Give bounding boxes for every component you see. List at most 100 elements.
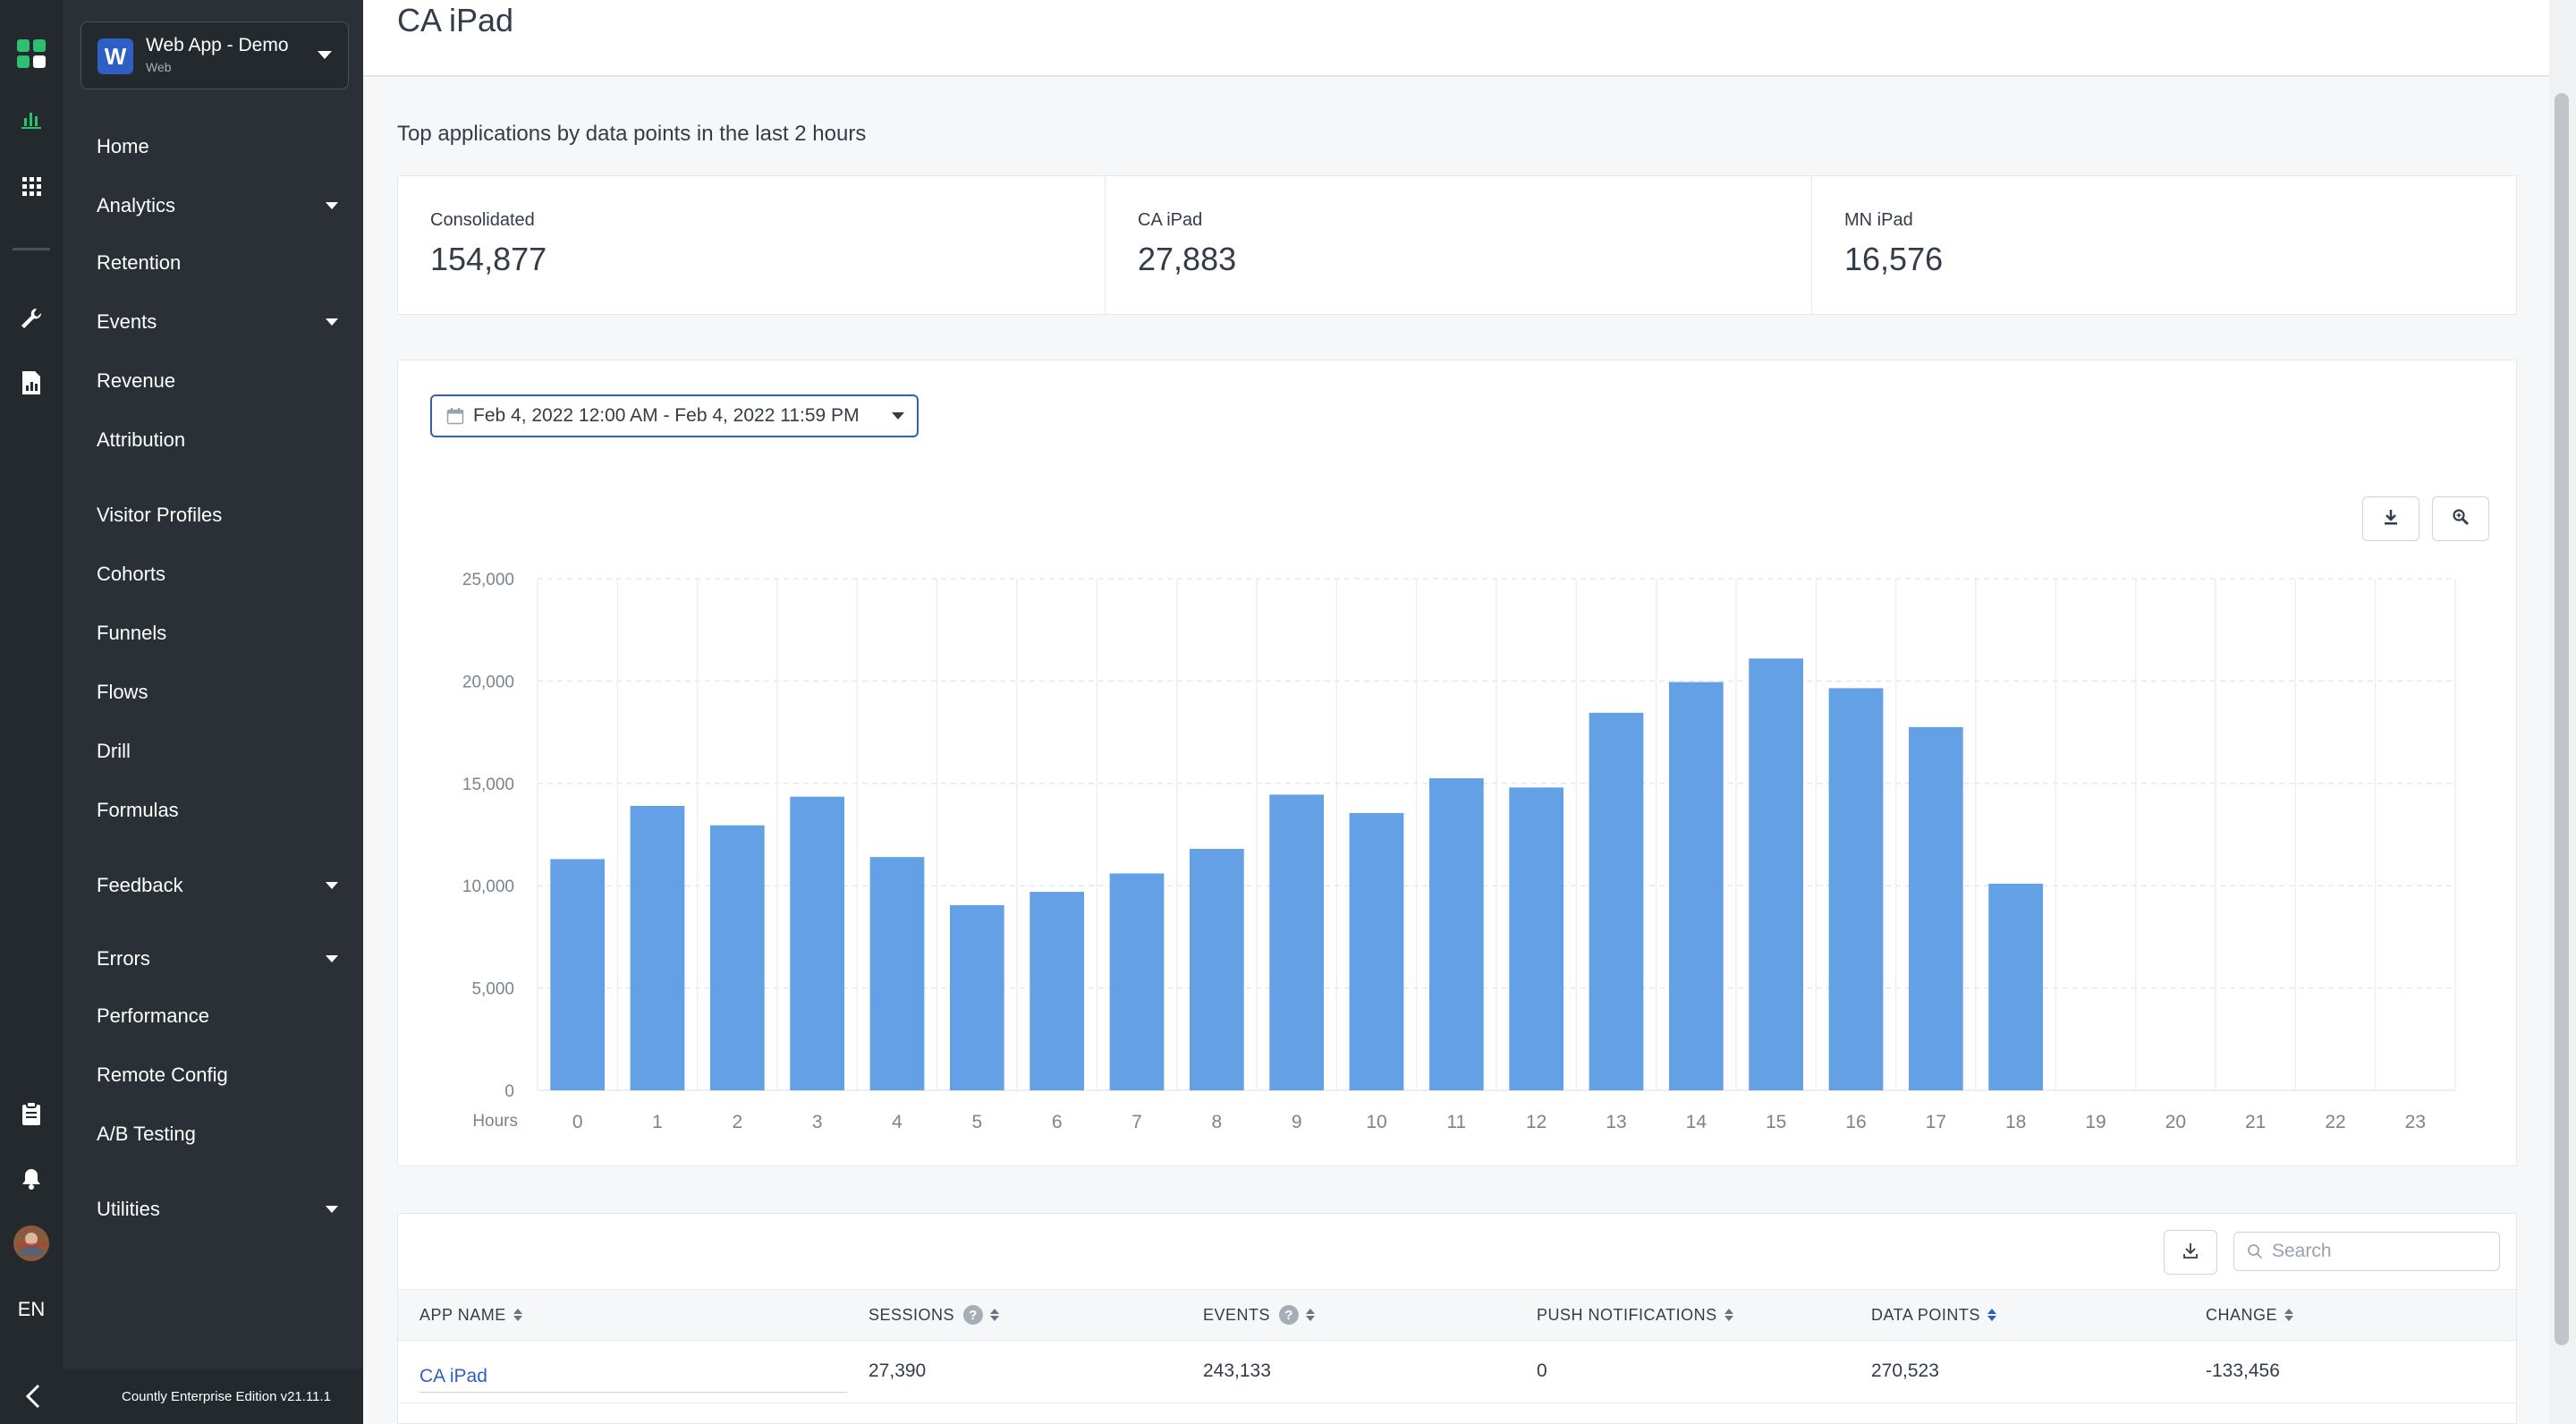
sort-icon [2284, 1309, 2294, 1321]
sidebar-item-attribution[interactable]: Attribution [97, 420, 347, 461]
apps-grid-icon[interactable] [13, 168, 49, 204]
bar [949, 904, 1004, 1090]
bar [630, 805, 685, 1090]
table-export-button[interactable] [2164, 1230, 2217, 1275]
sidebar-item-analytics[interactable]: Analytics [97, 185, 347, 226]
sidebar-item-events[interactable]: Events [97, 301, 347, 343]
sidebar-item-formulas[interactable]: Formulas [97, 790, 347, 831]
table-header: APP NAME SESSIONS ? EVENTS ? PUSH NOTIFI… [398, 1289, 2516, 1341]
bar [1030, 892, 1085, 1090]
sidebar-item-remote-config[interactable]: Remote Config [97, 1055, 347, 1096]
sidebar-item-errors[interactable]: Errors [97, 938, 347, 979]
chart-zoom-button[interactable] [2432, 496, 2489, 541]
table-row[interactable]: CA iPad 27,390 243,133 0 270,523 -133,45… [398, 1340, 2516, 1403]
sidebar-item-label: Formulas [97, 799, 179, 821]
stat-ca-ipad: CA iPad 27,883 [1106, 176, 1812, 314]
date-range-picker[interactable]: Feb 4, 2022 12:00 AM - Feb 4, 2022 11:59… [430, 394, 919, 437]
language-switcher[interactable]: EN [17, 1298, 46, 1320]
sidebar-item-retention[interactable]: Retention [97, 242, 347, 284]
chevron-down-icon [326, 955, 338, 962]
sidebar-item-label: Events [97, 310, 157, 333]
y-tick-label: 0 [504, 1082, 514, 1101]
sidebar-item-home[interactable]: Home [97, 126, 347, 167]
bar [1589, 712, 1644, 1090]
sidebar-item-drill[interactable]: Drill [97, 731, 347, 772]
y-tick-label: 10,000 [462, 877, 514, 896]
stat-mn-ipad: MN iPad 16,576 [1812, 176, 2517, 314]
bar [1269, 794, 1325, 1090]
sidebar-item-cohorts[interactable]: Cohorts [97, 554, 347, 595]
y-tick-label: 20,000 [462, 673, 514, 691]
bell-icon[interactable] [13, 1161, 49, 1197]
sidebar-item-visitor-profiles[interactable]: Visitor Profiles [97, 495, 347, 536]
icon-rail: EN [0, 0, 63, 1424]
cell-events: 243,133 [1203, 1360, 1271, 1381]
x-tick-label: 22 [2325, 1112, 2345, 1132]
stat-label: MN iPad [1844, 210, 1913, 230]
x-tick-label: 0 [572, 1112, 583, 1132]
x-tick-label: 21 [2245, 1112, 2266, 1132]
analytics-chart-icon[interactable] [13, 101, 49, 137]
sort-icon [513, 1309, 522, 1321]
app-name-link[interactable]: CA iPad [419, 1350, 847, 1393]
chevron-down-icon [326, 318, 338, 326]
sidebar-item-label: Flows [97, 681, 148, 703]
sidebar-item-revenue[interactable]: Revenue [97, 360, 347, 402]
bar [709, 825, 765, 1090]
bar [1749, 658, 1804, 1090]
x-tick-label: 16 [1845, 1112, 1866, 1132]
bar [550, 859, 606, 1090]
scrollbar-thumb[interactable] [2555, 93, 2569, 1345]
chart-download-button[interactable] [2362, 496, 2419, 541]
stat-value: 27,883 [1138, 241, 1237, 277]
clipboard-icon[interactable] [13, 1096, 49, 1132]
cell-data-points: 270,523 [1871, 1360, 1939, 1381]
search-input[interactable] [2270, 1240, 2488, 1263]
sidebar-item-funnels[interactable]: Funnels [97, 613, 347, 654]
column-header-change[interactable]: CHANGE [2206, 1290, 2294, 1340]
x-tick-label: 18 [2005, 1112, 2026, 1132]
x-axis-label: Hours [472, 1112, 518, 1131]
help-icon[interactable]: ? [963, 1305, 984, 1325]
table-card: APP NAME SESSIONS ? EVENTS ? PUSH NOTIFI… [397, 1213, 2517, 1424]
sidebar-item-label: Visitor Profiles [97, 504, 223, 526]
chevron-down-icon [892, 412, 904, 420]
document-chart-icon[interactable] [13, 365, 49, 401]
sidebar-item-flows[interactable]: Flows [97, 672, 347, 713]
stat-value: 154,877 [430, 241, 547, 277]
sidebar-item-ab-testing[interactable]: A/B Testing [97, 1114, 347, 1155]
countly-logo-icon[interactable] [13, 36, 49, 72]
column-header-sessions[interactable]: SESSIONS ? [869, 1290, 1000, 1340]
x-tick-label: 20 [2165, 1112, 2186, 1132]
user-avatar-icon[interactable] [13, 1225, 49, 1261]
sidebar-item-utilities[interactable]: Utilities [97, 1189, 347, 1230]
cell-push-notifications: 0 [1537, 1360, 1547, 1381]
chart-card: 0 5,000 10,000 15,000 20,000 25,000 0 1 2 3 4 5 6 7 8 9… [397, 360, 2517, 1166]
app-selector[interactable]: W Web App - Demo Web [80, 21, 349, 89]
sidebar-item-label: Performance [97, 1004, 209, 1027]
sort-icon [990, 1309, 1000, 1321]
calendar-icon [446, 407, 464, 425]
column-header-events[interactable]: EVENTS ? [1203, 1290, 1316, 1340]
table-search[interactable] [2233, 1232, 2500, 1271]
bar [1109, 873, 1165, 1090]
sort-icon [1987, 1309, 1996, 1321]
x-tick-label: 4 [892, 1112, 902, 1132]
column-header-data-points[interactable]: DATA POINTS [1871, 1290, 1996, 1340]
scrollbar[interactable] [2549, 0, 2576, 1424]
column-header-push-notifications[interactable]: PUSH NOTIFICATIONS [1537, 1290, 1733, 1340]
collapse-sidebar-icon[interactable] [20, 1383, 47, 1410]
wrench-icon[interactable] [13, 301, 49, 336]
sidebar-item-feedback[interactable]: Feedback [97, 865, 347, 906]
sidebar-footer: Countly Enterprise Edition v21.11.1 [0, 1369, 363, 1424]
bar [1428, 778, 1484, 1090]
column-header-app-name[interactable]: APP NAME [419, 1290, 522, 1340]
chevron-down-icon [318, 51, 332, 59]
x-tick-label: 23 [2405, 1112, 2426, 1132]
help-icon[interactable]: ? [1279, 1305, 1300, 1325]
sidebar-item-label: Remote Config [97, 1064, 228, 1086]
sidebar-item-performance[interactable]: Performance [97, 996, 347, 1037]
x-tick-label: 12 [1526, 1112, 1546, 1132]
sidebar-item-label: A/B Testing [97, 1123, 196, 1145]
